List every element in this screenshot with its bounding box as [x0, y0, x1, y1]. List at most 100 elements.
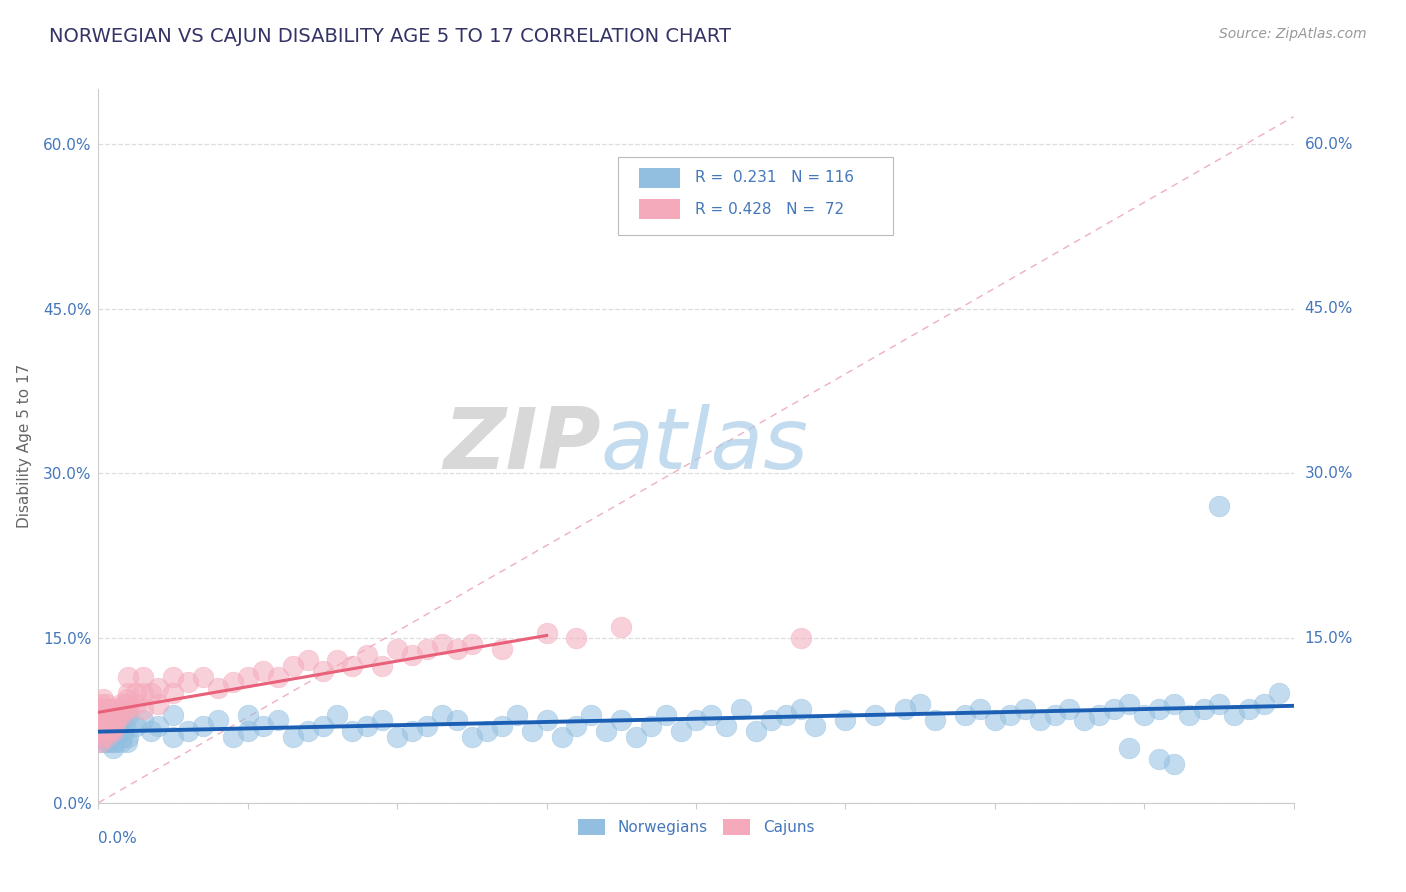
Point	[111, 730, 134, 744]
Point	[91, 691, 114, 706]
Point	[91, 724, 114, 739]
Point	[1118, 740, 1140, 755]
Point	[148, 719, 170, 733]
Point	[1178, 708, 1201, 723]
Point	[610, 620, 633, 634]
Point	[865, 708, 887, 723]
Point	[789, 631, 811, 645]
Point	[461, 730, 484, 744]
Point	[148, 697, 170, 711]
Text: 0.0%: 0.0%	[98, 831, 138, 847]
Point	[125, 686, 148, 700]
Point	[91, 708, 114, 723]
Point	[90, 719, 112, 733]
Bar	[638, 168, 681, 187]
Point	[685, 714, 707, 728]
Point	[342, 658, 364, 673]
Point	[669, 724, 692, 739]
Point	[104, 719, 127, 733]
Point	[96, 724, 118, 739]
Point	[117, 702, 139, 716]
Point	[252, 719, 274, 733]
Point	[565, 631, 588, 645]
Point	[105, 730, 128, 744]
Point	[117, 708, 139, 723]
Point	[446, 714, 468, 728]
Point	[401, 724, 423, 739]
Point	[804, 719, 827, 733]
Point	[416, 642, 439, 657]
Point	[834, 714, 856, 728]
Point	[96, 708, 118, 723]
Point	[104, 735, 127, 749]
Point	[125, 719, 148, 733]
Point	[91, 708, 114, 723]
Point	[1267, 686, 1289, 700]
Point	[536, 625, 558, 640]
Point	[93, 719, 115, 733]
Point	[1118, 697, 1140, 711]
Point	[191, 719, 214, 733]
Point	[177, 675, 200, 690]
Point	[222, 730, 245, 744]
Point	[97, 702, 120, 716]
Point	[103, 724, 125, 739]
Point	[1073, 714, 1095, 728]
Point	[110, 697, 132, 711]
Point	[139, 686, 162, 700]
Point	[107, 708, 129, 723]
Point	[96, 719, 118, 733]
Point	[98, 708, 122, 723]
Point	[297, 724, 319, 739]
Point	[94, 730, 117, 744]
Point	[103, 724, 125, 739]
Point	[89, 719, 111, 733]
Point	[385, 730, 409, 744]
Point	[104, 719, 127, 733]
Point	[98, 708, 122, 723]
Point	[924, 714, 946, 728]
Point	[132, 669, 155, 683]
Point	[371, 714, 394, 728]
Point	[93, 714, 115, 728]
Point	[101, 719, 124, 733]
Text: atlas: atlas	[600, 404, 808, 488]
Point	[91, 724, 114, 739]
Point	[103, 740, 125, 755]
Point	[536, 714, 558, 728]
Point	[1192, 702, 1215, 716]
Text: R = 0.428   N =  72: R = 0.428 N = 72	[695, 202, 844, 217]
Point	[207, 681, 229, 695]
Point	[115, 735, 138, 749]
Point	[112, 702, 135, 716]
Point	[90, 714, 112, 728]
Point	[475, 724, 498, 739]
Point	[655, 708, 678, 723]
Legend: Norwegians, Cajuns: Norwegians, Cajuns	[572, 814, 820, 841]
Point	[1133, 708, 1156, 723]
Point	[96, 730, 118, 744]
Point	[1223, 708, 1246, 723]
Point	[105, 708, 128, 723]
Point	[401, 648, 423, 662]
Point	[90, 697, 112, 711]
Point	[107, 724, 129, 739]
Point	[430, 708, 453, 723]
Point	[953, 708, 976, 723]
Point	[267, 714, 290, 728]
Point	[103, 708, 125, 723]
Point	[117, 686, 139, 700]
Point	[491, 719, 513, 733]
Point	[97, 714, 120, 728]
Point	[89, 730, 111, 744]
Point	[1059, 702, 1081, 716]
Point	[565, 719, 588, 733]
Point	[730, 702, 752, 716]
Text: ZIP: ZIP	[443, 404, 600, 488]
Point	[94, 697, 117, 711]
Point	[103, 708, 125, 723]
Point	[162, 686, 184, 700]
Point	[894, 702, 917, 716]
Point	[111, 708, 134, 723]
Point	[93, 702, 115, 716]
